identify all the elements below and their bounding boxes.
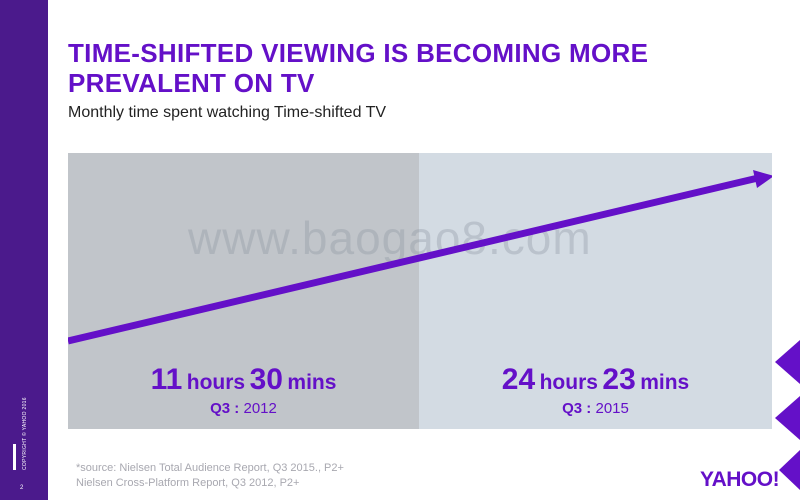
mins-unit-2012: mins — [287, 371, 337, 394]
slide-title: TIME-SHIFTED VIEWING IS BECOMING MORE PR… — [68, 38, 649, 98]
source-note: *source: Nielsen Total Audience Report, … — [76, 461, 344, 491]
brand-bar — [13, 444, 16, 470]
trend-chart: www.baogao8.com 11 hours 30 mins Q3 : 20… — [68, 153, 772, 429]
metric-2012: 11 hours 30 mins — [68, 363, 419, 397]
trend-line — [68, 174, 759, 345]
period-2015: Q3 : 2015 — [419, 400, 772, 417]
decorative-stripes-icon — [775, 340, 800, 490]
period-year-2015: 2015 — [595, 400, 629, 417]
metric-2015: 24 hours 23 mins — [419, 363, 772, 397]
trend-arrowhead — [753, 170, 772, 188]
yahoo-logo: YAHOO! — [700, 468, 780, 491]
mins-unit-2015: mins — [640, 371, 690, 394]
source-line-2: Nielsen Cross-Platform Report, Q3 2012, … — [76, 477, 300, 489]
mins-value-2012: 30 — [249, 363, 283, 396]
mins-value-2015: 23 — [602, 363, 636, 396]
hours-value-2015: 24 — [501, 363, 536, 396]
source-line-1: *source: Nielsen Total Audience Report, … — [76, 462, 344, 474]
period-label-2015: Q3 : — [562, 400, 592, 417]
copyright-text: COPYRIGHT © YAHOO 2016 — [22, 397, 28, 470]
period-2012: Q3 : 2012 — [68, 400, 419, 417]
hours-value-2012: 11 — [150, 363, 183, 396]
watermark: www.baogao8.com — [188, 212, 592, 264]
left-brand-band: COPYRIGHT © YAHOO 2016 2 — [0, 0, 48, 500]
period-label-2012: Q3 : — [210, 400, 240, 417]
trend-svg — [68, 170, 772, 345]
hours-unit-2012: hours — [186, 371, 246, 394]
panel-2015 — [419, 153, 772, 429]
page-number: 2 — [20, 485, 24, 491]
slide-subtitle: Monthly time spent watching Time-shifted… — [68, 104, 387, 121]
hours-unit-2015: hours — [539, 371, 598, 394]
period-year-2012: 2012 — [243, 400, 277, 417]
panel-2012 — [68, 153, 419, 429]
